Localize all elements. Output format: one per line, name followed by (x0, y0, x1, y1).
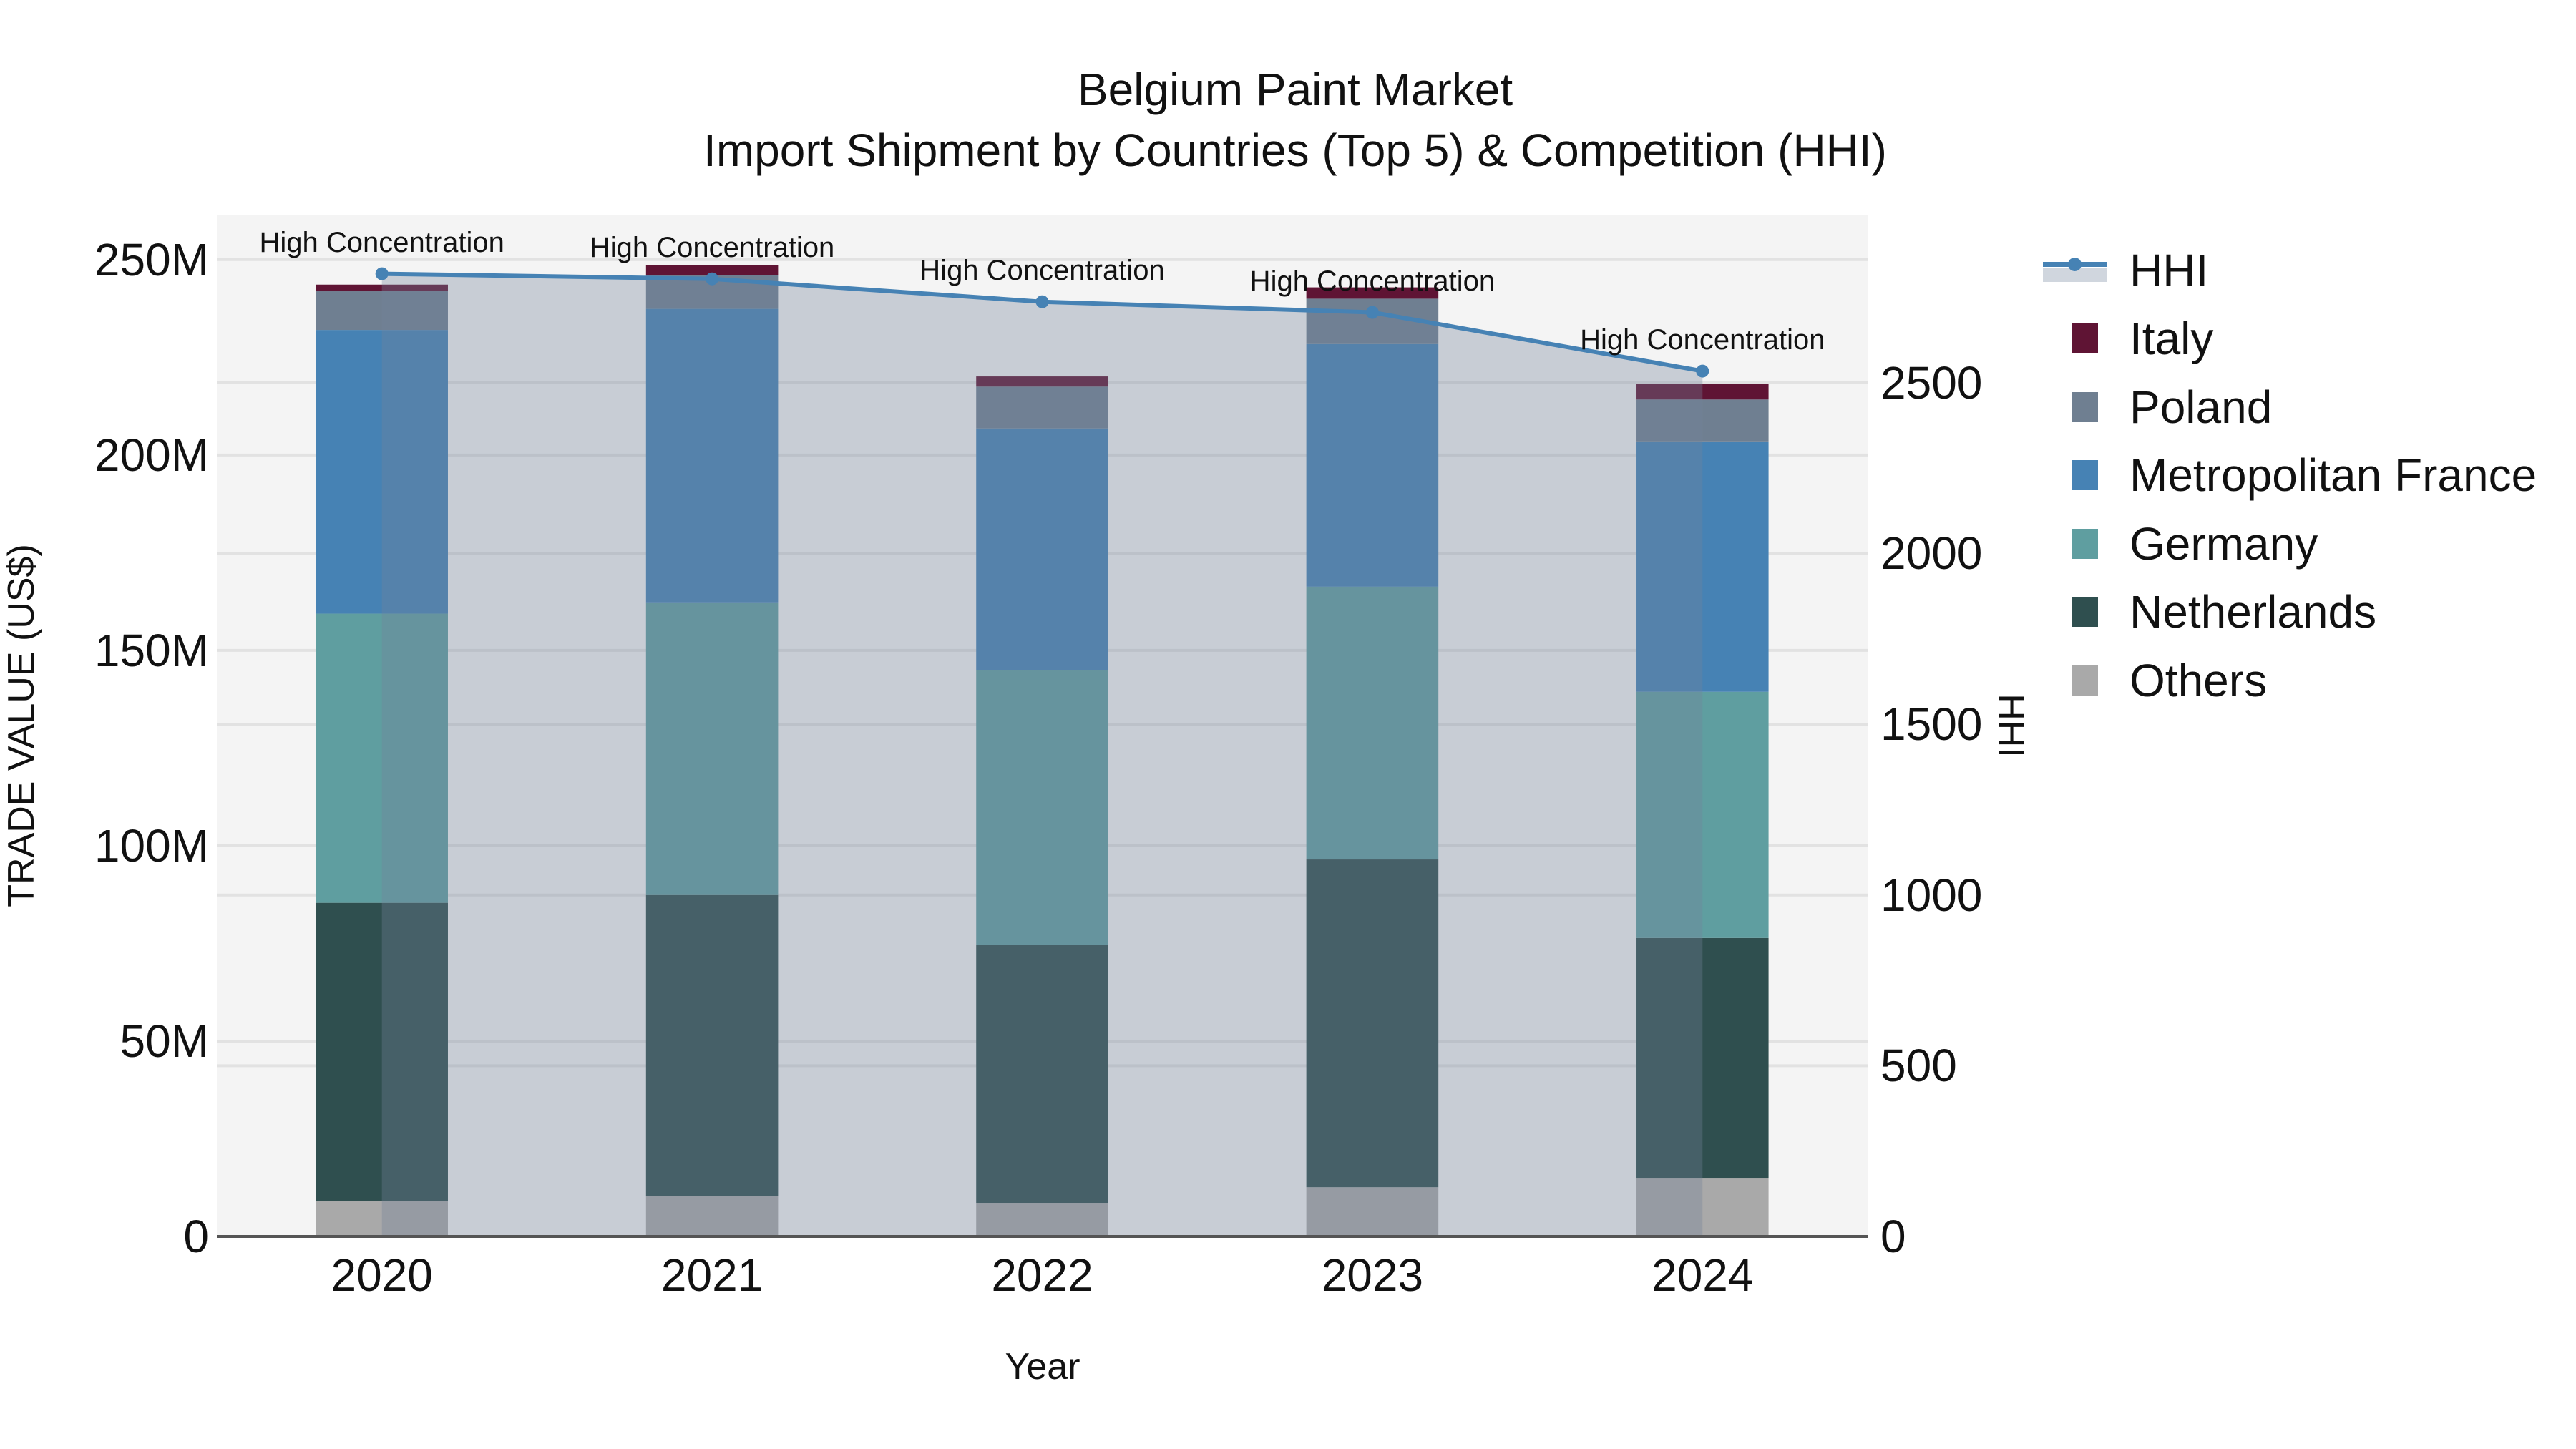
chart-title: Belgium Paint Market (1077, 64, 1513, 115)
bar-segment-netherlands-2020[interactable] (316, 902, 448, 1201)
hhi-annotation: High Concentration (1580, 323, 1825, 356)
bar-segment-germany-2022[interactable] (976, 670, 1108, 945)
y2-tick-label: 2000 (1880, 527, 1983, 580)
hhi-marker-2020[interactable] (375, 267, 389, 280)
legend-item-others[interactable]: Others (2043, 646, 2537, 715)
bar-segment-italy-2022[interactable] (976, 376, 1108, 387)
y-tick-label: 0 (183, 1211, 209, 1262)
legend-item-netherlands[interactable]: Netherlands (2043, 578, 2537, 647)
y2-axis-title: HHI (1990, 693, 2031, 758)
bar-segment-metropolitan-france-2021[interactable] (645, 308, 779, 603)
hhi-marker-2021[interactable] (706, 272, 719, 286)
y-tick-label: 100M (94, 819, 209, 872)
color-swatch-icon (2072, 528, 2098, 559)
bar-segment-italy-2023[interactable] (1306, 287, 1439, 299)
legend-label: Others (2129, 654, 2268, 706)
legend-label: HHI (2129, 244, 2209, 296)
legend-label: Metropolitan France (2129, 449, 2537, 502)
legend: HHI Italy Poland Metropolitan France Germany… (2043, 236, 2537, 715)
x-tick-label: 2022 (991, 1249, 1093, 1301)
line-marker-icon (2043, 253, 2107, 288)
legend-item-metropolitan-france[interactable]: Metropolitan France (2043, 441, 2537, 510)
hhi-marker-2023[interactable] (1365, 306, 1379, 319)
y-tick-label: 250M (94, 233, 209, 286)
bar-segment-metropolitan-france-2023[interactable] (1306, 343, 1439, 587)
bar-segment-netherlands-2024[interactable] (1636, 937, 1769, 1179)
y2-tick-label: 0 (1880, 1211, 1906, 1262)
hhi-marker-2024[interactable] (1696, 364, 1709, 378)
hhi-marker-2022[interactable] (1035, 295, 1049, 308)
bar-segment-others-2022[interactable] (976, 1203, 1108, 1236)
bar-segment-netherlands-2021[interactable] (645, 894, 779, 1196)
color-swatch-icon (2072, 391, 2098, 422)
legend-item-hhi[interactable]: HHI (2043, 236, 2537, 305)
legend-label: Germany (2129, 517, 2318, 570)
bar-segment-others-2020[interactable] (316, 1201, 448, 1236)
bar-segment-netherlands-2022[interactable] (976, 945, 1108, 1204)
bar-segment-italy-2024[interactable] (1636, 384, 1769, 400)
hhi-annotation: High Concentration (259, 226, 504, 258)
bar-segment-germany-2021[interactable] (645, 602, 779, 895)
legend-label: Italy (2129, 313, 2214, 365)
bar-segment-poland-2020[interactable] (316, 291, 448, 331)
bar-segment-germany-2023[interactable] (1306, 586, 1439, 860)
color-swatch-icon (2072, 597, 2098, 628)
bar-segment-germany-2020[interactable] (316, 613, 448, 903)
legend-item-italy[interactable]: Italy (2043, 305, 2537, 374)
y-axis-title: TRADE VALUE (US$) (1, 544, 42, 907)
color-swatch-icon (2072, 323, 2098, 354)
color-swatch-icon (2072, 665, 2098, 696)
bar-segment-italy-2020[interactable] (316, 284, 448, 292)
bar-segment-poland-2024[interactable] (1636, 399, 1769, 442)
hhi-annotation: High Concentration (919, 254, 1165, 286)
bar-segment-others-2023[interactable] (1306, 1187, 1439, 1236)
y-tick-label: 50M (119, 1015, 210, 1067)
y-tick-label: 200M (94, 429, 209, 481)
bar-segment-metropolitan-france-2020[interactable] (316, 330, 448, 614)
bar-segment-netherlands-2023[interactable] (1306, 859, 1439, 1188)
bar-segment-poland-2022[interactable] (976, 386, 1108, 429)
legend-label: Netherlands (2129, 586, 2377, 638)
x-tick-label: 2021 (660, 1249, 763, 1301)
chart-subtitle: Import Shipment by Countries (Top 5) & C… (703, 125, 1887, 176)
hhi-annotation: High Concentration (589, 231, 835, 263)
legend-item-germany[interactable]: Germany (2043, 509, 2537, 578)
bar-segment-metropolitan-france-2022[interactable] (976, 428, 1108, 670)
y2-tick-label: 500 (1880, 1040, 1957, 1092)
bar-segment-germany-2024[interactable] (1636, 691, 1769, 938)
x-tick-label: 2023 (1321, 1249, 1424, 1301)
legend-label: Poland (2129, 381, 2273, 433)
bar-segment-italy-2021[interactable] (645, 265, 779, 275)
color-swatch-icon (2072, 460, 2098, 491)
bar-segment-metropolitan-france-2024[interactable] (1636, 441, 1769, 692)
x-tick-label: 2024 (1652, 1249, 1754, 1301)
legend-item-poland[interactable]: Poland (2043, 373, 2537, 441)
bar-segment-others-2024[interactable] (1636, 1178, 1769, 1236)
y2-tick-label: 1500 (1880, 698, 1983, 751)
y2-tick-label: 1000 (1880, 869, 1983, 921)
bar-segment-others-2021[interactable] (645, 1196, 779, 1236)
hhi-area (381, 273, 1703, 1237)
hhi-annotation: High Concentration (1249, 265, 1496, 297)
x-axis-title: Year (1005, 1346, 1080, 1387)
y-tick-label: 150M (94, 624, 209, 676)
x-tick-label: 2020 (331, 1249, 433, 1301)
y2-tick-label: 2500 (1880, 356, 1983, 409)
